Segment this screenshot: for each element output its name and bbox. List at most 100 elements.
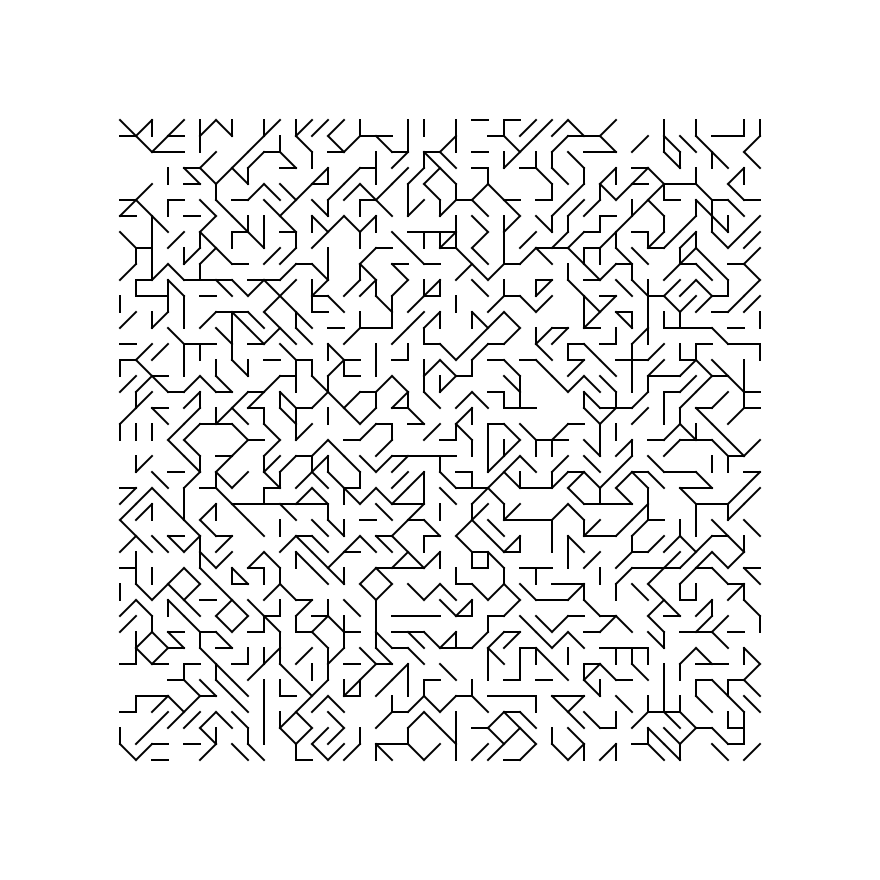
- pattern-line: [646, 566, 666, 586]
- pattern-line: [582, 598, 602, 618]
- pattern-line: [406, 502, 426, 522]
- pattern-line: [582, 198, 602, 218]
- pattern-line: [422, 710, 442, 730]
- pattern-line: [326, 726, 346, 746]
- pattern-line: [406, 310, 426, 330]
- pattern-line: [246, 134, 266, 154]
- pattern-line: [134, 182, 154, 202]
- pattern-line: [358, 182, 378, 202]
- pattern-line: [566, 150, 586, 170]
- pattern-line: [406, 710, 426, 730]
- pattern-line: [326, 390, 346, 410]
- pattern-line: [342, 134, 362, 154]
- pattern-line: [198, 118, 218, 138]
- pattern-line: [246, 230, 266, 250]
- pattern-line: [182, 246, 202, 266]
- pattern-line: [374, 374, 394, 394]
- pattern-line: [198, 230, 218, 250]
- pattern-line: [502, 502, 522, 522]
- pattern-line: [694, 646, 714, 666]
- pattern-line: [566, 374, 586, 394]
- pattern-line: [694, 262, 714, 282]
- pattern-line: [646, 598, 666, 618]
- pattern-line: [742, 134, 762, 154]
- pattern-line: [230, 150, 250, 170]
- pattern-line: [614, 486, 634, 506]
- pattern-line: [582, 294, 602, 314]
- pattern-line: [422, 630, 442, 650]
- pattern-line: [182, 598, 202, 618]
- pattern-line: [342, 486, 362, 506]
- pattern-line: [134, 198, 154, 218]
- pattern-line: [230, 166, 250, 186]
- pattern-line: [470, 342, 490, 362]
- pattern-line: [614, 694, 634, 714]
- pattern-line: [150, 214, 170, 234]
- pattern-line: [390, 150, 410, 170]
- pattern-line: [630, 246, 650, 266]
- pattern-line: [502, 598, 522, 618]
- pattern-line: [726, 694, 746, 714]
- pattern-line: [614, 246, 634, 266]
- pattern-line: [470, 502, 490, 522]
- pattern-line: [422, 182, 442, 202]
- pattern-line: [310, 374, 330, 394]
- pattern-line: [486, 518, 506, 538]
- pattern-line: [646, 182, 666, 202]
- pattern-line: [582, 550, 602, 570]
- pattern-line: [166, 502, 186, 522]
- pattern-line: [118, 486, 138, 506]
- pattern-line: [278, 582, 298, 602]
- pattern-line: [294, 646, 314, 666]
- pattern-line: [214, 710, 234, 730]
- pattern-line: [166, 582, 186, 602]
- pattern-line: [470, 278, 490, 298]
- pattern-line: [182, 166, 202, 186]
- pattern-line: [150, 486, 170, 506]
- pattern-line: [566, 118, 586, 138]
- pattern-line: [278, 326, 298, 346]
- pattern-line: [550, 230, 570, 250]
- pattern-line: [550, 166, 570, 186]
- pattern-line: [390, 518, 410, 538]
- pattern-line: [118, 262, 138, 282]
- pattern-line: [470, 198, 490, 218]
- pattern-line: [198, 502, 218, 522]
- pattern-line: [582, 262, 602, 282]
- pattern-line: [246, 662, 266, 682]
- pattern-line: [182, 582, 202, 602]
- pattern-line: [630, 662, 650, 682]
- pattern-line: [598, 470, 618, 490]
- pattern-line: [342, 598, 362, 618]
- pattern-line: [438, 374, 458, 394]
- pattern-line: [566, 230, 586, 250]
- pattern-line: [342, 326, 362, 346]
- pattern-line: [358, 486, 378, 506]
- pattern-line: [374, 438, 394, 458]
- pattern-line: [662, 134, 682, 154]
- pattern-line: [358, 582, 378, 602]
- pattern-line: [182, 390, 202, 410]
- pattern-line: [326, 742, 346, 762]
- pattern-line: [582, 406, 602, 426]
- pattern-line: [358, 662, 378, 682]
- pattern-line: [742, 246, 762, 266]
- pattern-line: [694, 470, 714, 490]
- pattern-line: [726, 406, 746, 426]
- pattern-line: [246, 518, 266, 538]
- pattern-line: [406, 470, 426, 490]
- pattern-line: [406, 582, 426, 602]
- pattern-line: [710, 614, 730, 634]
- pattern-line: [598, 134, 618, 154]
- pattern-line: [726, 182, 746, 202]
- pattern-line: [502, 454, 522, 474]
- pattern-line: [118, 534, 138, 554]
- pattern-line: [310, 694, 330, 714]
- pattern-line: [342, 278, 362, 298]
- pattern-line: [630, 518, 650, 538]
- pattern-line: [374, 534, 394, 554]
- pattern-line: [678, 550, 698, 570]
- pattern-line: [374, 486, 394, 506]
- pattern-line: [182, 614, 202, 634]
- pattern-line: [310, 534, 330, 554]
